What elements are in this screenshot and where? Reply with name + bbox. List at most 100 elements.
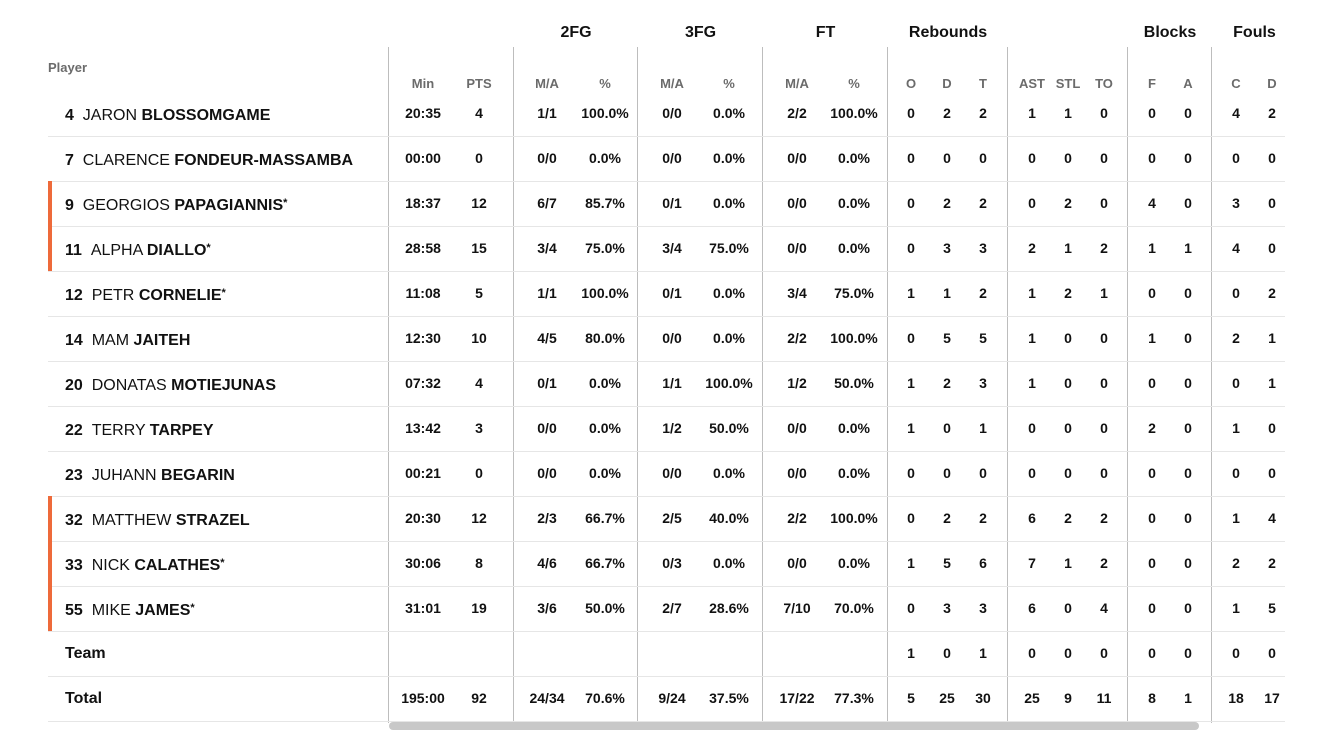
stat-foul-d: 2	[1268, 105, 1276, 121]
stat-3fg-ma: 2/7	[662, 600, 682, 616]
total-stat-3fg-pct: 37.5%	[709, 690, 749, 706]
stat-ft-ma: 0/0	[787, 240, 807, 256]
column-header-3fg-ma[interactable]: M/A	[660, 76, 684, 91]
column-header-foul-d[interactable]: D	[1267, 76, 1277, 91]
column-header-3fg-pct[interactable]: %	[723, 76, 735, 91]
stat-stl: 0	[1064, 600, 1072, 616]
column-header-foul-c[interactable]: C	[1231, 76, 1241, 91]
stat-min: 11:08	[405, 285, 441, 301]
player-name[interactable]: 11 ALPHA DIALLO*	[65, 226, 211, 271]
stat-reb-o: 0	[907, 465, 915, 481]
stat-min: 07:32	[405, 375, 441, 391]
player-name[interactable]: 9 GEORGIOS PAPAGIANNIS*	[65, 181, 287, 226]
player-name[interactable]: 32 MATTHEW STRAZEL	[65, 496, 250, 541]
stat-reb-t: 0	[979, 465, 987, 481]
total-stat-3fg-ma: 9/24	[658, 690, 686, 706]
total-stat-blk-a: 1	[1184, 690, 1192, 706]
player-row: 23 JUHANN BEGARIN 00:21 0 0/0 0.0% 0/0 0.0% 0/0…	[48, 451, 1285, 497]
column-header-to[interactable]: TO	[1095, 76, 1113, 91]
stat-min: 20:30	[405, 510, 441, 526]
first-name: CLARENCE	[82, 152, 170, 169]
total-stat-2fg-ma: 24/34	[529, 690, 565, 706]
jersey-number: 9	[65, 197, 74, 214]
starter-asterisk: *	[283, 197, 288, 209]
stat-3fg-ma: 0/1	[662, 285, 682, 301]
column-divider	[887, 47, 888, 723]
stat-2fg-ma: 4/5	[537, 330, 557, 346]
stat-reb-o: 1	[907, 375, 915, 391]
stat-min: 30:06	[405, 555, 441, 571]
total-label: Total	[65, 690, 103, 707]
column-header-blk-f[interactable]: F	[1148, 76, 1156, 91]
column-header-pts[interactable]: PTS	[466, 76, 492, 91]
column-header-blk-a[interactable]: A	[1183, 76, 1193, 91]
stat-stl: 0	[1064, 375, 1072, 391]
starter-indicator	[48, 541, 52, 586]
stat-2fg-pct: 0.0%	[589, 465, 621, 481]
starter-indicator	[48, 586, 52, 631]
last-name: DIALLO	[146, 242, 207, 259]
total-stat-2fg-pct: 70.6%	[585, 690, 625, 706]
stat-blk-a: 0	[1184, 285, 1192, 301]
player-row: 12 PETR CORNELIE* 11:08 5 1/1 100.0% 0/1 0.0% 3…	[48, 271, 1285, 317]
player-name[interactable]: 55 MIKE JAMES*	[65, 586, 195, 631]
stat-stl: 1	[1064, 240, 1072, 256]
player-name[interactable]: 7 CLARENCE FONDEUR-MASSAMBA	[65, 136, 353, 181]
player-row: 11 ALPHA DIALLO* 28:58 15 3/4 75.0% 3/4 75.0% 0…	[48, 226, 1285, 272]
stat-to: 2	[1100, 510, 1108, 526]
stat-blk-f: 0	[1148, 150, 1156, 166]
stat-ft-ma: 0/0	[787, 150, 807, 166]
column-header-ft-ma[interactable]: M/A	[785, 76, 809, 91]
stat-blk-a: 0	[1184, 465, 1192, 481]
last-name: BLOSSOMGAME	[141, 107, 271, 124]
horizontal-scrollbar[interactable]	[389, 722, 1199, 730]
player-name[interactable]: 20 DONATAS MOTIEJUNAS	[65, 361, 276, 406]
group-header-blocks: Blocks	[1143, 24, 1197, 41]
stat-ft-pct: 0.0%	[838, 420, 870, 436]
starter-asterisk: *	[190, 602, 195, 614]
column-header-ast[interactable]: AST	[1019, 76, 1045, 91]
stat-3fg-pct: 0.0%	[713, 195, 745, 211]
stat-reb-o: 0	[907, 150, 915, 166]
player-name[interactable]: 4 JARON BLOSSOMGAME	[65, 91, 270, 136]
player-name[interactable]: 22 TERRY TARPEY	[65, 406, 214, 451]
player-name[interactable]: 12 PETR CORNELIE*	[65, 271, 226, 316]
group-header-2fg: 2FG	[560, 24, 592, 41]
player-name[interactable]: 23 JUHANN BEGARIN	[65, 451, 235, 496]
last-name: PAPAGIANNIS	[174, 197, 284, 214]
stat-foul-c: 1	[1232, 510, 1240, 526]
player-name[interactable]: 33 NICK CALATHES*	[65, 541, 225, 586]
column-header-2fg-ma[interactable]: M/A	[535, 76, 559, 91]
player-row: 33 NICK CALATHES* 30:06 8 4/6 66.7% 0/3 0.0% 0/…	[48, 541, 1285, 587]
stat-foul-d: 1	[1268, 375, 1276, 391]
stat-blk-a: 0	[1184, 555, 1192, 571]
column-header-min[interactable]: Min	[411, 76, 435, 91]
stat-reb-o: 1	[907, 285, 915, 301]
group-header-3fg: 3FG	[684, 24, 717, 41]
column-header-reb-o[interactable]: O	[905, 76, 917, 91]
player-name[interactable]: 14 MAM JAITEH	[65, 316, 190, 361]
stat-ast: 1	[1028, 330, 1036, 346]
jersey-number: 14	[65, 332, 83, 349]
total-stat-ft-pct: 77.3%	[834, 690, 874, 706]
stat-reb-o: 0	[907, 105, 915, 121]
column-header-2fg-pct[interactable]: %	[599, 76, 611, 91]
stat-3fg-ma: 0/3	[662, 555, 682, 571]
jersey-number: 32	[65, 512, 83, 529]
stat-reb-d: 5	[943, 555, 951, 571]
column-header-stl[interactable]: STL	[1055, 76, 1081, 91]
column-header-reb-d[interactable]: D	[942, 76, 952, 91]
stat-min: 00:21	[405, 465, 441, 481]
last-name: MOTIEJUNAS	[171, 377, 277, 394]
stat-ast: 6	[1028, 510, 1036, 526]
jersey-number: 7	[65, 152, 74, 169]
column-header-reb-t[interactable]: T	[979, 76, 987, 91]
stat-reb-t: 6	[979, 555, 987, 571]
stat-2fg-ma: 1/1	[537, 285, 557, 301]
player-row: 20 DONATAS MOTIEJUNAS 07:32 4 0/1 0.0% 1/1 100…	[48, 361, 1285, 407]
stat-2fg-pct: 0.0%	[589, 375, 621, 391]
column-header-ft-pct[interactable]: %	[848, 76, 860, 91]
stat-pts: 4	[475, 105, 483, 121]
stat-ft-ma: 0/0	[787, 465, 807, 481]
stat-reb-t: 0	[979, 150, 987, 166]
